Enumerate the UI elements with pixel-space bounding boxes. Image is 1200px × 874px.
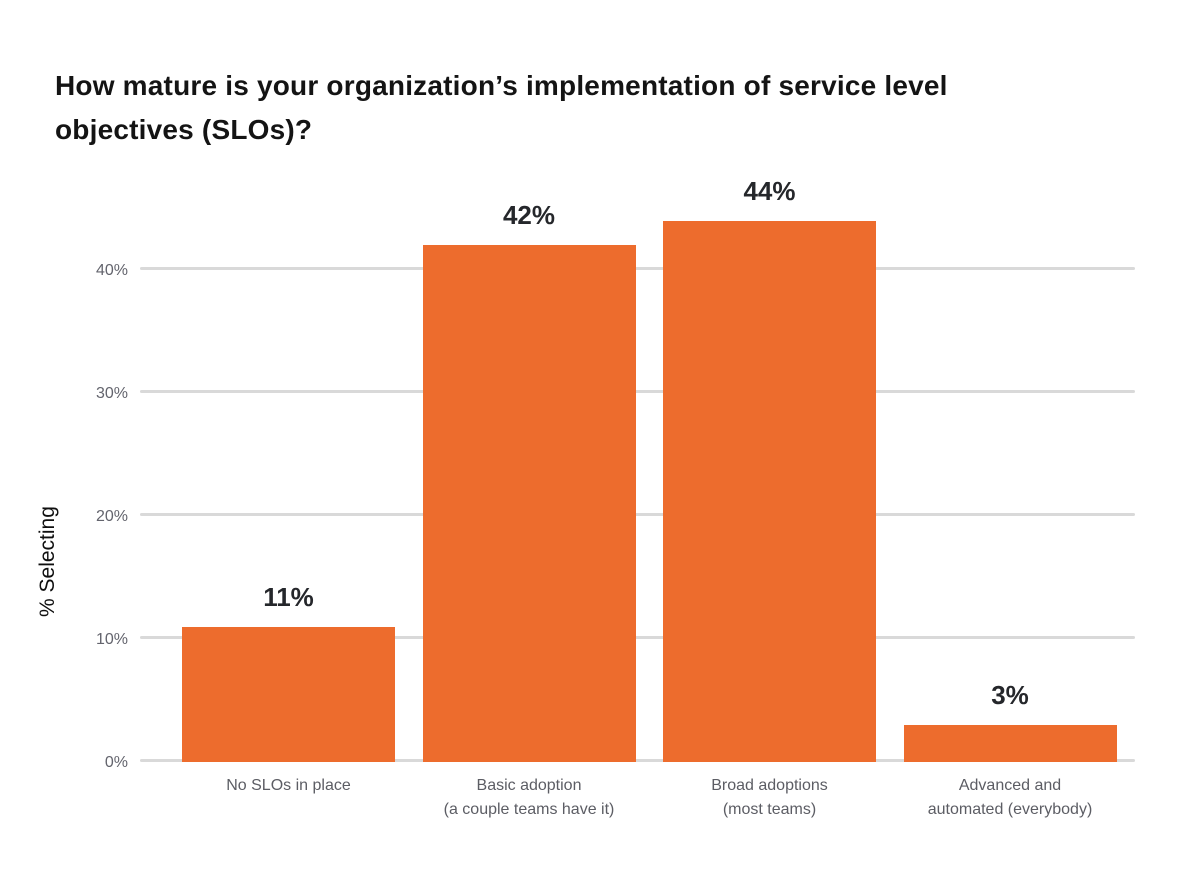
category-label-line: Basic adoption bbox=[476, 777, 582, 794]
bar-value-label: 42% bbox=[502, 200, 556, 231]
y-tick-label: 10% bbox=[95, 631, 128, 648]
chart-title-line-1: How mature is your organization’s implem… bbox=[55, 70, 948, 101]
bar-1 bbox=[182, 626, 395, 762]
category-label-line: (a couple teams have it) bbox=[443, 801, 615, 818]
y-tick-label: 20% bbox=[95, 508, 128, 525]
bar-3 bbox=[663, 220, 876, 762]
category-label-line: No SLOs in place bbox=[226, 777, 351, 794]
category-label: Basic adoption (a couple teams have it) bbox=[389, 774, 669, 822]
gridline-10% bbox=[140, 636, 1135, 639]
bar-value-label: 11% bbox=[263, 581, 314, 612]
gridline-40% bbox=[140, 267, 1135, 270]
category-label-line: Advanced and bbox=[958, 777, 1062, 794]
chart-title-line-2: objectives (SLOs)? bbox=[55, 114, 313, 145]
bar-4 bbox=[903, 725, 1117, 762]
bar-value-label: 3% bbox=[991, 680, 1029, 711]
chart-title: How mature is your organization’s implem… bbox=[55, 64, 1135, 152]
category-label: No SLOs in place bbox=[149, 774, 429, 798]
y-axis-title: % Selecting bbox=[36, 506, 59, 617]
category-label-line: (most teams) bbox=[722, 801, 817, 818]
gridline-30% bbox=[140, 390, 1135, 393]
bar-value-label: 44% bbox=[743, 175, 796, 206]
category-label-line: Broad adoptions bbox=[711, 777, 828, 794]
y-tick-label: 0% bbox=[104, 754, 128, 771]
y-tick-label: 30% bbox=[95, 385, 128, 402]
category-label: Broad adoptions (most teams) bbox=[630, 774, 910, 822]
bar-2 bbox=[422, 245, 636, 762]
y-tick-label: 40% bbox=[95, 262, 128, 279]
gridline-20% bbox=[140, 513, 1135, 516]
gridline-0% bbox=[140, 759, 1135, 762]
category-label: Advanced and automated (everybody) bbox=[870, 774, 1150, 822]
category-label-line: automated (everybody) bbox=[927, 801, 1093, 818]
x-axis-category-labels: No SLOs in place Basic adoption (a couple … bbox=[0, 774, 1200, 834]
plot-area: 0% 10% 20% 30% 40% 11% 42% 44% 3% bbox=[96, 160, 1135, 771]
